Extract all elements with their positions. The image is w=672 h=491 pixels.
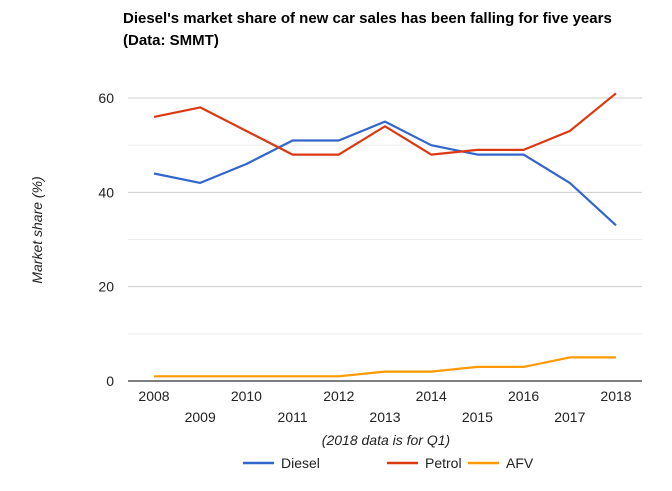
y-tick-label: 0 [106, 373, 114, 389]
x-tick-label: 2013 [369, 409, 400, 425]
x-tick-label: 2008 [138, 388, 169, 404]
x-tick-label: 2016 [508, 388, 539, 404]
series-line-petrol [153, 92, 617, 156]
x-tick-label: 2017 [554, 409, 585, 425]
y-tick-labels: 0 20 40 60 [98, 90, 114, 389]
x-tick-label: 2011 [278, 409, 308, 425]
x-tick-label: 2012 [323, 388, 354, 404]
x-axis-title: (2018 data is for Q1) [322, 432, 450, 448]
series-line-diesel [153, 120, 617, 227]
y-tick-label: 60 [98, 90, 114, 106]
x-tick-label: 2018 [600, 388, 631, 404]
gridlines [128, 97, 642, 382]
y-tick-label: 40 [98, 184, 114, 200]
series-line-afv [154, 356, 616, 378]
x-tick-label: 2009 [185, 409, 216, 425]
chart-title: Diesel's market share of new car sales h… [123, 10, 612, 49]
legend-label: AFV [506, 455, 534, 471]
legend: Diesel Petrol AFV [243, 455, 534, 471]
y-tick-label: 20 [98, 279, 114, 295]
y-axis-title: Market share (%) [29, 176, 45, 283]
x-tick-label: 2015 [462, 409, 493, 425]
x-tick-label: 2014 [416, 388, 447, 404]
x-tick-labels: 2008 2009 2010 2011 2012 2013 2014 2015 2016 2017… [138, 388, 631, 425]
x-tick-label: 2010 [231, 388, 262, 404]
series-lines [153, 92, 617, 378]
legend-label: Petrol [425, 455, 462, 471]
legend-label: Diesel [281, 455, 320, 471]
